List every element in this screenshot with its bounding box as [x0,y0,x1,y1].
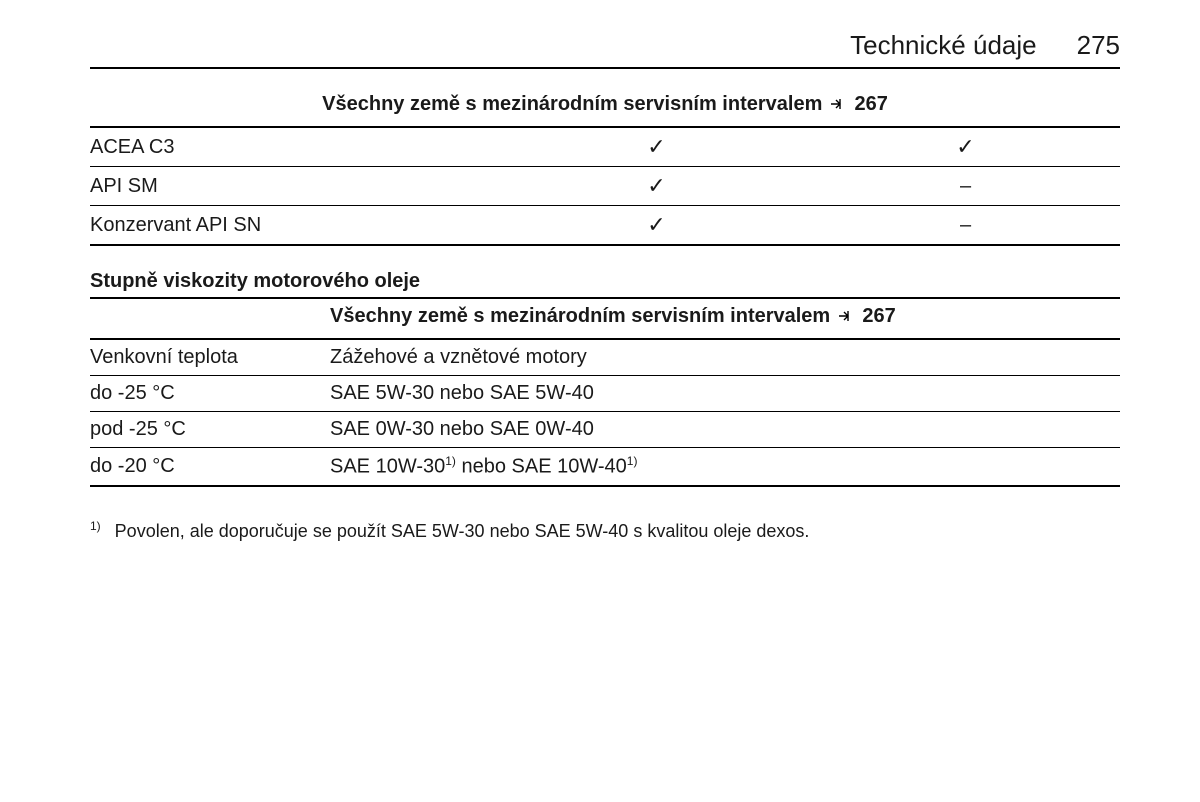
table-row: do -25 °C SAE 5W-30 nebo SAE 5W-40 [90,376,1120,412]
page-header: Technické údaje 275 [90,30,1120,69]
cell-mark: – [811,206,1120,246]
table-row: do -20 °C SAE 10W-301) nebo SAE 10W-401) [90,448,1120,486]
viscosity-section-title: Stupně viskozity motorového oleje [90,270,1120,293]
footnote-ref: 1) [627,454,638,468]
footnote-text: Povolen, ale doporučuje se použít SAE 5W… [115,521,810,541]
table2-group-header-text: Všechny země s mezinárodním servisním in… [330,305,830,327]
oil-cell: SAE 5W-30 nebo SAE 5W-40 [330,376,1120,412]
temp-cell: do -25 °C [90,376,330,412]
row-label: API SM [90,167,502,206]
link-arrow-icon [830,95,846,118]
row-label: ACEA C3 [90,128,502,167]
oil-part-a: SAE 10W-30 [330,456,445,478]
temp-cell: pod -25 °C [90,412,330,448]
cell-mark: ✓ [502,128,811,167]
table-row: pod -25 °C SAE 0W-30 nebo SAE 0W-40 [90,412,1120,448]
table2-group-header-ref: 267 [862,305,895,327]
oil-quality-table: ACEA C3 ✓ ✓ API SM ✓ – Konzervant API SN… [90,128,1120,246]
viscosity-table: Venkovní teplota Zážehové a vznětové mot… [90,340,1120,487]
footnote: 1) Povolen, ale doporučuje se použít SAE … [90,519,1120,542]
table-row: Venkovní teplota Zážehové a vznětové mot… [90,340,1120,376]
oil-part-mid: nebo SAE 10W-40 [456,456,627,478]
oil-cell: SAE 0W-30 nebo SAE 0W-40 [330,412,1120,448]
table1-group-header-text: Všechny země s mezinárodním servisním in… [322,93,822,115]
cell-mark: ✓ [502,167,811,206]
section-title: Technické údaje [850,30,1036,61]
page-number: 275 [1077,30,1120,61]
cell-mark: ✓ [811,128,1120,167]
footnote-mark: 1) [90,519,101,533]
table-row: API SM ✓ – [90,167,1120,206]
link-arrow-icon [838,307,854,330]
row-label: Konzervant API SN [90,206,502,246]
cell-mark: – [811,167,1120,206]
table-row: ACEA C3 ✓ ✓ [90,128,1120,167]
table2-group-header: Všechny země s mezinárodním servisním in… [90,297,1120,340]
cell-mark: ✓ [502,206,811,246]
col-header: Zážehové a vznětové motory [330,340,1120,376]
col-header: Venkovní teplota [90,340,330,376]
table-row: Konzervant API SN ✓ – [90,206,1120,246]
page: Technické údaje 275 Všechny země s mezin… [0,0,1200,542]
temp-cell: do -20 °C [90,448,330,486]
table1-group-header: Všechny země s mezinárodním servisním in… [90,87,1120,128]
footnote-ref: 1) [445,454,456,468]
table1-group-header-ref: 267 [854,93,887,115]
oil-cell: SAE 10W-301) nebo SAE 10W-401) [330,448,1120,486]
